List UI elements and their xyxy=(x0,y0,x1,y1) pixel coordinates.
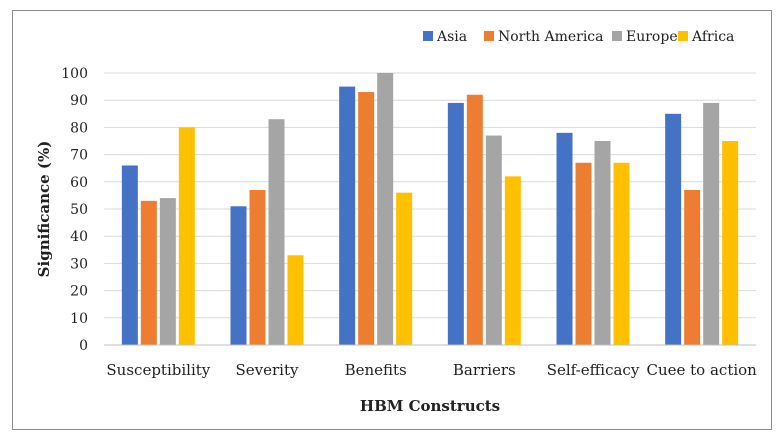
bar-asia-severity xyxy=(230,206,247,345)
bar-europe-susceptibility xyxy=(159,198,176,345)
bar-africa-cuee-to-action xyxy=(722,141,739,345)
x-category-label: Severity xyxy=(236,361,299,379)
y-tick-label: 30 xyxy=(70,256,88,272)
bars xyxy=(121,73,739,346)
legend-swatch-africa xyxy=(678,31,688,41)
bar-asia-barriers xyxy=(447,102,464,345)
bar-africa-self-efficacy xyxy=(613,162,630,345)
bar-africa-benefits xyxy=(396,192,413,345)
legend-label: Europe xyxy=(626,29,678,45)
bar-asia-cuee-to-action xyxy=(665,113,682,345)
x-category-label: Susceptibility xyxy=(106,361,210,379)
bar-asia-susceptibility xyxy=(121,165,138,345)
bar-asia-benefits xyxy=(339,86,356,345)
x-axis-title: HBM Constructs xyxy=(360,397,500,415)
legend-swatch-europe xyxy=(612,31,622,41)
bar-asia-self-efficacy xyxy=(556,132,573,345)
bar-europe-self-efficacy xyxy=(594,141,611,345)
x-category-labels: Susceptibility Severity Benefits Barriers Se… xyxy=(106,361,757,379)
gridlines xyxy=(104,72,756,319)
bar-europe-severity xyxy=(268,119,285,346)
y-tick-labels: 0 10 20 30 40 50 60 70 80 90 100 xyxy=(61,66,88,354)
bar-europe-barriers xyxy=(485,135,502,345)
bar-north-america-severity xyxy=(249,189,266,345)
bar-africa-severity xyxy=(287,255,304,345)
y-tick-label: 80 xyxy=(70,120,88,136)
y-tick-label: 0 xyxy=(79,338,88,354)
x-category-label: Cuee to action xyxy=(646,361,757,379)
bar-north-america-cuee-to-action xyxy=(684,189,701,345)
x-category-label: Benefits xyxy=(345,361,407,379)
x-category-label: Barriers xyxy=(453,361,516,379)
legend-swatch-north-america xyxy=(484,31,494,41)
legend-label: Asia xyxy=(436,29,467,45)
bar-europe-cuee-to-action xyxy=(703,102,720,345)
legend-label: Africa xyxy=(691,29,734,45)
bar-north-america-barriers xyxy=(466,94,483,345)
y-tick-label: 100 xyxy=(61,66,88,82)
y-tick-label: 20 xyxy=(70,284,88,300)
y-tick-label: 70 xyxy=(70,148,88,164)
y-tick-label: 10 xyxy=(70,311,88,327)
bar-africa-barriers xyxy=(504,176,521,345)
bar-north-america-susceptibility xyxy=(140,200,157,345)
y-tick-label: 50 xyxy=(70,202,88,218)
bar-north-america-benefits xyxy=(358,92,375,345)
y-tick-label: 60 xyxy=(70,175,88,191)
bar-africa-susceptibility xyxy=(178,127,195,346)
legend: Asia North America Europe Africa xyxy=(423,29,734,45)
y-axis-title: Significance (%) xyxy=(35,141,53,278)
y-tick-label: 90 xyxy=(70,93,88,109)
bar-north-america-self-efficacy xyxy=(575,162,592,345)
bar-europe-benefits xyxy=(377,73,394,345)
x-category-label: Self-efficacy xyxy=(547,361,640,379)
legend-swatch-asia xyxy=(423,31,433,41)
legend-label: North America xyxy=(498,29,604,45)
y-tick-label: 40 xyxy=(70,229,88,245)
